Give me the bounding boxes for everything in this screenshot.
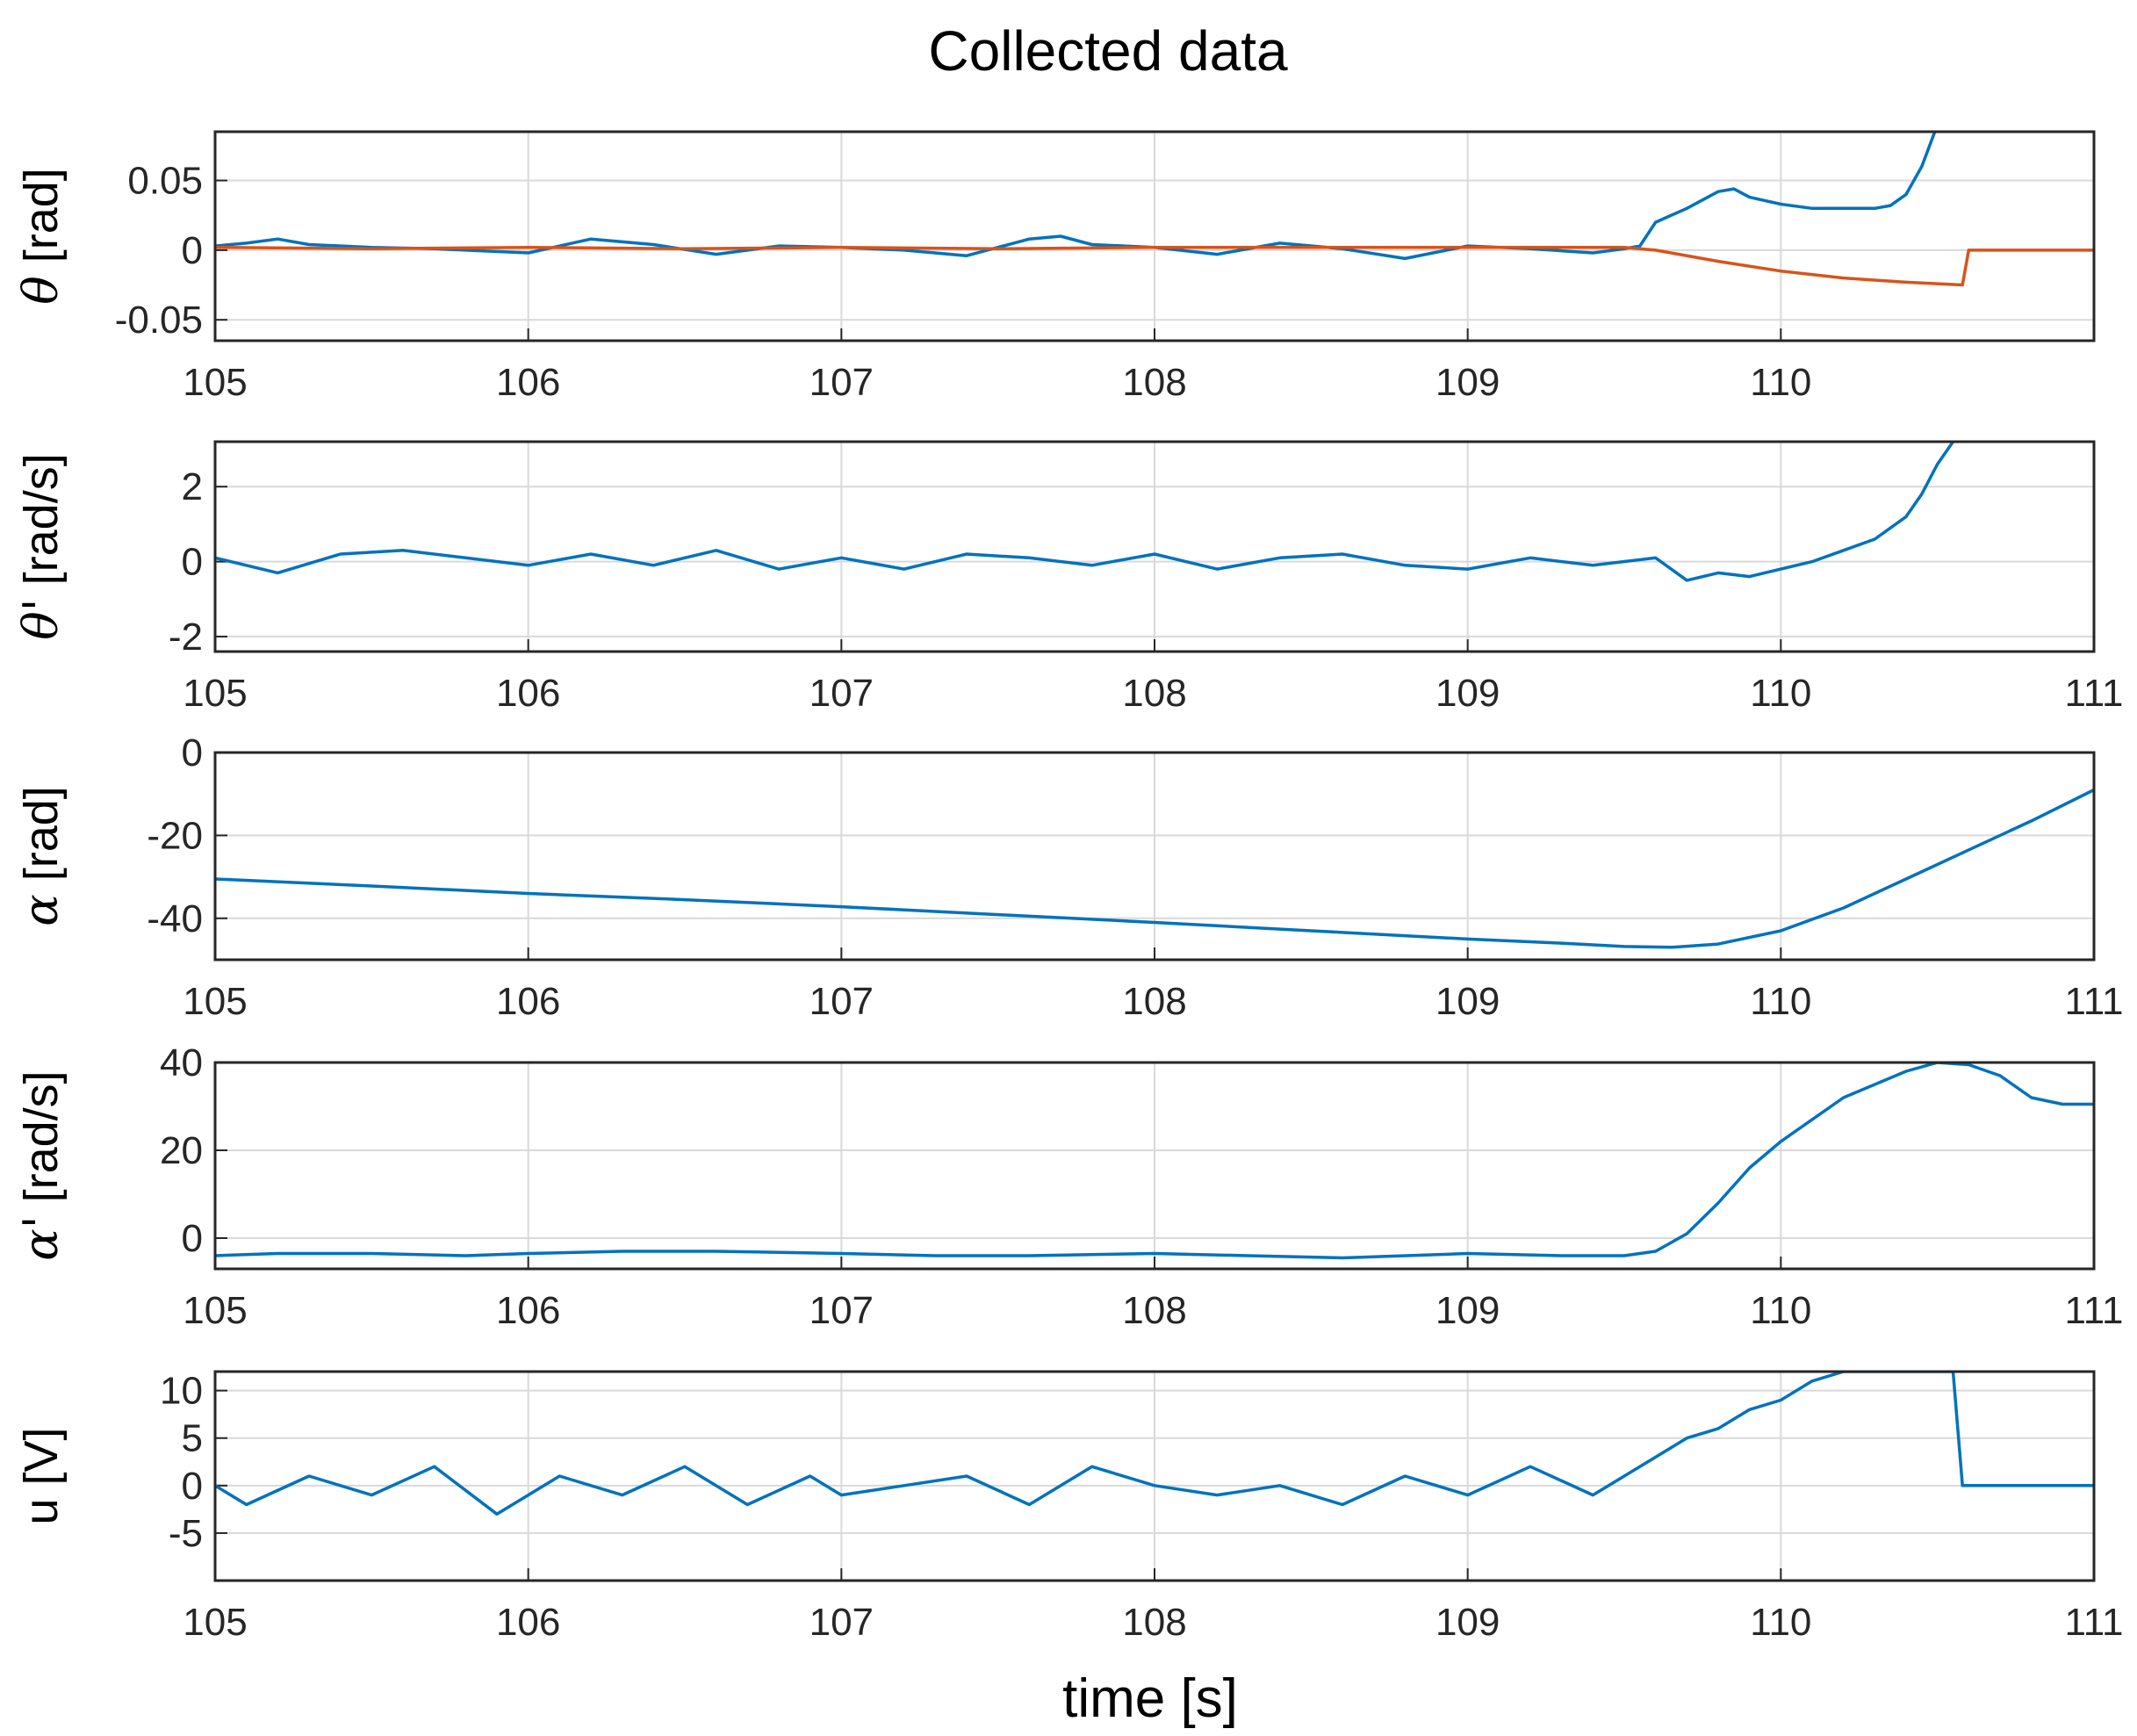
x-tick-label: 110 [1750,672,1811,715]
x-tick-label: 110 [1750,1289,1811,1332]
x-tick-label: 108 [1122,1601,1186,1644]
x-tick-label: 105 [183,1289,247,1332]
y-axis-label: θ [rad] [13,168,68,305]
y-tick-label: 0 [182,541,203,584]
subplot-4: 105 106 107 108 109 110 111 40 20 0 α' [rad/s] [13,1041,2123,1332]
y-tick-label: -5 [169,1512,203,1555]
x-tick-label: 106 [496,361,560,404]
axes-frame [213,751,2096,962]
x-tick-label: 105 [183,1601,247,1644]
y-axis-unit: [rad/s] [15,453,68,598]
series-line-2 [215,245,2094,287]
x-tick-label: 106 [496,672,560,715]
y-axis-symbol: α' [13,1215,68,1260]
y-tick-label: -2 [169,616,203,659]
subplot-1: 105 106 107 108 109 110 0.05 0 -0.05 θ [rad] [13,130,2096,404]
x-axis-label: time [s] [1062,1668,1238,1729]
chart-title: Collected data [928,19,1288,83]
x-tick-label: 108 [1122,1289,1186,1332]
x-tick-label: 107 [809,1601,874,1644]
y-axis-symbol: θ [13,276,68,305]
x-tick-label: 109 [1435,361,1500,404]
y-axis-symbol: α [13,894,68,926]
axes-frame [213,440,2096,653]
y-tick-label: 0 [182,229,203,272]
y-tick-label: -20 [147,814,203,857]
series-line-1 [215,132,1937,261]
x-tick-label: 108 [1122,672,1186,715]
x-tick-label: 107 [809,361,874,404]
y-axis-symbol: u [15,1498,68,1524]
subplot-5: 105 106 107 108 109 110 111 105 0-5 u [V] [15,1370,2123,1644]
axes-frame [213,130,2096,342]
x-tick-label: 105 [183,361,247,404]
subplot-2: 105 106 107 108 109 110 111 2 0 -2 θ' [rad/s] [13,440,2124,715]
y-tick-label: -40 [147,897,203,940]
y-axis-label: θ' [rad/s] [13,453,68,639]
x-tick-label: 110 [1750,980,1811,1023]
y-tick-label: 2 [182,465,203,508]
y-axis-unit: [rad] [15,786,68,894]
y-axis-unit: [rad/s] [15,1070,68,1215]
y-tick-label: 0 [182,1217,203,1260]
y-axis-unit: [V] [15,1427,68,1498]
y-tick-label: 0 [182,1465,203,1508]
x-tick-label: 109 [1435,980,1500,1023]
y-axis-unit: [rad] [15,168,68,276]
y-tick-label: 5 [182,1417,203,1460]
y-tick-label: 10 [160,1370,203,1413]
x-tick-label: 109 [1435,1289,1500,1332]
y-tick-label: -0.05 [115,299,203,342]
x-tick-label: 108 [1122,361,1186,404]
x-tick-label: 106 [496,1601,560,1644]
series-line-1 [215,442,1954,582]
x-tick-label: 109 [1435,672,1500,715]
x-tick-label: 107 [809,672,874,715]
subplot-3: 105 106 107 108 109 110 111 0 -20 -40 α [rad] [13,731,2123,1023]
series-line-1 [215,788,2094,949]
x-tick-label: 105 [183,980,247,1023]
x-tick-label: 107 [809,1289,874,1332]
y-axis-symbol: θ' [13,598,68,639]
series-line-1 [215,1372,2094,1516]
y-axis-label: α' [rad/s] [13,1070,68,1260]
x-tick-label: 106 [496,980,560,1023]
x-tick-label: 111 [2065,672,2124,715]
x-tick-label: 108 [1122,980,1186,1023]
x-tick-label: 111 [2065,980,2124,1023]
y-axis-label: α [rad] [13,786,68,926]
x-tick-label: 106 [496,1289,560,1332]
x-tick-label: 107 [809,980,874,1023]
x-tick-label: 111 [2065,1601,2124,1644]
y-tick-label: 0.05 [127,160,203,203]
x-tick-label: 110 [1750,1601,1811,1644]
axes-frame [213,1061,2096,1271]
y-tick-label: 0 [182,731,203,774]
x-tick-label: 111 [2065,1289,2124,1332]
axes-frame [213,1370,2096,1582]
y-tick-label: 40 [160,1041,203,1084]
x-tick-label: 109 [1435,1601,1500,1644]
x-tick-label: 110 [1750,361,1811,404]
y-tick-label: 20 [160,1129,203,1172]
y-axis-label: u [V] [15,1427,68,1524]
x-tick-label: 105 [183,672,247,715]
